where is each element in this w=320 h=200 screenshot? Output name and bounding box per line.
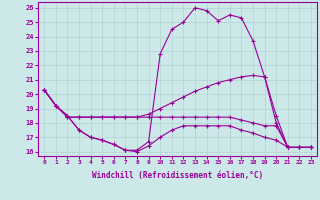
X-axis label: Windchill (Refroidissement éolien,°C): Windchill (Refroidissement éolien,°C) xyxy=(92,171,263,180)
